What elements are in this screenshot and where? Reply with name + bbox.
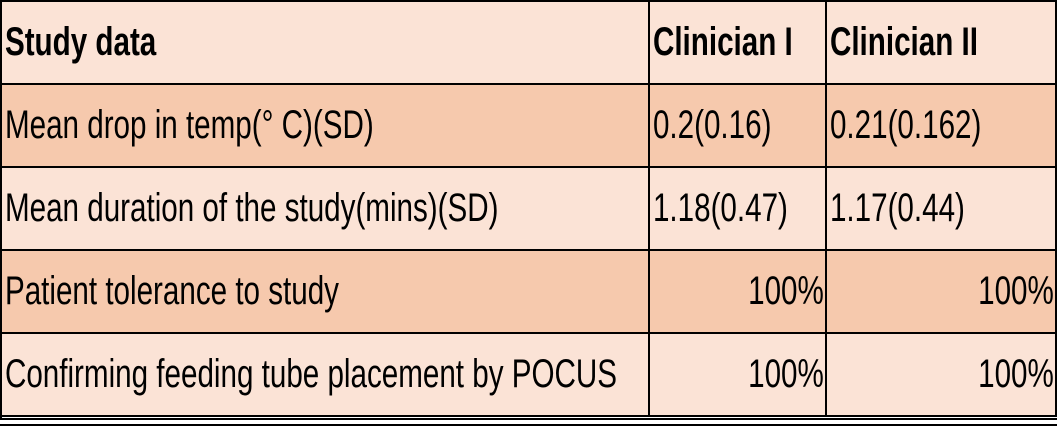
- table-row: Mean duration of the study(mins)(SD) 1.18…: [2, 168, 1057, 251]
- table-cell: 100%: [650, 251, 827, 332]
- cell-text: 0.21(0.162): [829, 103, 982, 147]
- cell-text: Confirming feeding tube placement by POC…: [4, 352, 618, 396]
- header-cell: Clinician I: [650, 2, 827, 83]
- table-cell: Mean duration of the study(mins)(SD): [2, 168, 650, 249]
- cell-text: 100%: [977, 269, 1054, 313]
- cell-text: Clinician II: [829, 20, 978, 64]
- header-row: Study data Clinician I Clinician II: [2, 2, 1057, 85]
- table-row: Patient tolerance to study 100% 100%: [2, 251, 1057, 334]
- table-cell: 100%: [827, 334, 1057, 415]
- cell-text: 0.2(0.16): [652, 103, 772, 147]
- header-cell: Study data: [2, 2, 650, 83]
- header-cell: Clinician II: [827, 2, 1057, 83]
- table-cell: 0.2(0.16): [650, 85, 827, 166]
- table-cell: 1.17(0.44): [827, 168, 1057, 249]
- table-cell: Mean drop in temp(° C)(SD): [2, 85, 650, 166]
- cell-text: 100%: [747, 269, 824, 313]
- cell-text: 100%: [977, 352, 1054, 396]
- table-cell: Confirming feeding tube placement by POC…: [2, 334, 650, 415]
- table-row: Mean drop in temp(° C)(SD) 0.2(0.16) 0.21(…: [2, 85, 1057, 168]
- cell-text: Mean drop in temp(° C)(SD): [4, 103, 374, 147]
- cell-text: 1.17(0.44): [829, 186, 965, 230]
- cell-text: Clinician I: [652, 20, 793, 64]
- table-cell: 0.21(0.162): [827, 85, 1057, 166]
- table-row: Confirming feeding tube placement by POC…: [2, 334, 1057, 417]
- cell-text: 1.18(0.47): [652, 186, 788, 230]
- cell-text: Study data: [4, 20, 157, 64]
- cell-text: 100%: [747, 352, 824, 396]
- table-cell: 100%: [650, 334, 827, 415]
- cell-text: Patient tolerance to study: [4, 269, 339, 313]
- table-bottom-rule: [0, 418, 1057, 426]
- cell-text: Mean duration of the study(mins)(SD): [4, 186, 499, 230]
- table-cell: 1.18(0.47): [650, 168, 827, 249]
- table-cell: 100%: [827, 251, 1057, 332]
- table-cell: Patient tolerance to study: [2, 251, 650, 332]
